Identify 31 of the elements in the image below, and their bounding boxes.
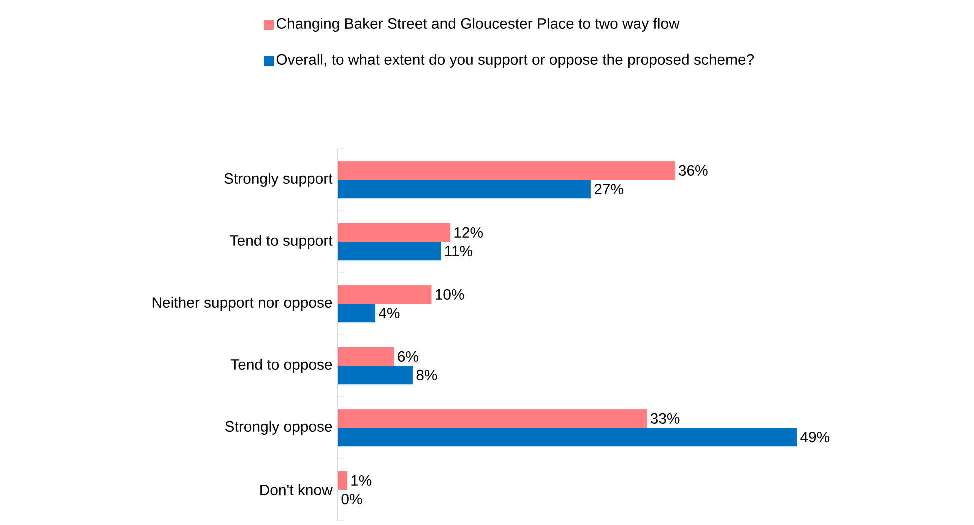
- bar: [338, 471, 348, 490]
- legend-label: Overall, to what extent do you support or oppose the proposed scheme?: [276, 54, 754, 68]
- y-tick-label: Tend to support: [230, 235, 333, 249]
- bar: [338, 242, 442, 261]
- data-label: 11%: [445, 246, 472, 257]
- data-label: 49%: [800, 432, 830, 443]
- y-tick-label: Neither support nor oppose: [152, 297, 332, 311]
- data-label: 12%: [454, 227, 483, 238]
- bar: [338, 161, 676, 180]
- bar: [338, 428, 798, 447]
- y-tick-label: Strongly support: [224, 173, 333, 187]
- bar: [338, 347, 394, 366]
- data-label: 10%: [436, 289, 464, 300]
- bar: [338, 285, 432, 304]
- data-label: 33%: [650, 413, 680, 424]
- data-label: 27%: [594, 184, 624, 195]
- data-label: 4%: [379, 308, 400, 319]
- bar: [338, 304, 376, 323]
- bar: [338, 409, 648, 428]
- y-tick-label: Strongly oppose: [226, 421, 332, 435]
- y-tick-label: Tend to oppose: [230, 359, 332, 373]
- data-label: 36%: [678, 165, 708, 176]
- data-label: 0%: [342, 494, 362, 505]
- data-label: 8%: [416, 370, 438, 381]
- data-label: 6%: [398, 351, 418, 362]
- bar: [338, 366, 413, 385]
- legend-label: Changing Baker Street and Gloucester Place to two way flow: [276, 18, 680, 32]
- data-label: 1%: [352, 475, 372, 486]
- bar: [338, 180, 591, 199]
- bar: [338, 223, 450, 242]
- y-tick-label: Don't know: [260, 484, 333, 496]
